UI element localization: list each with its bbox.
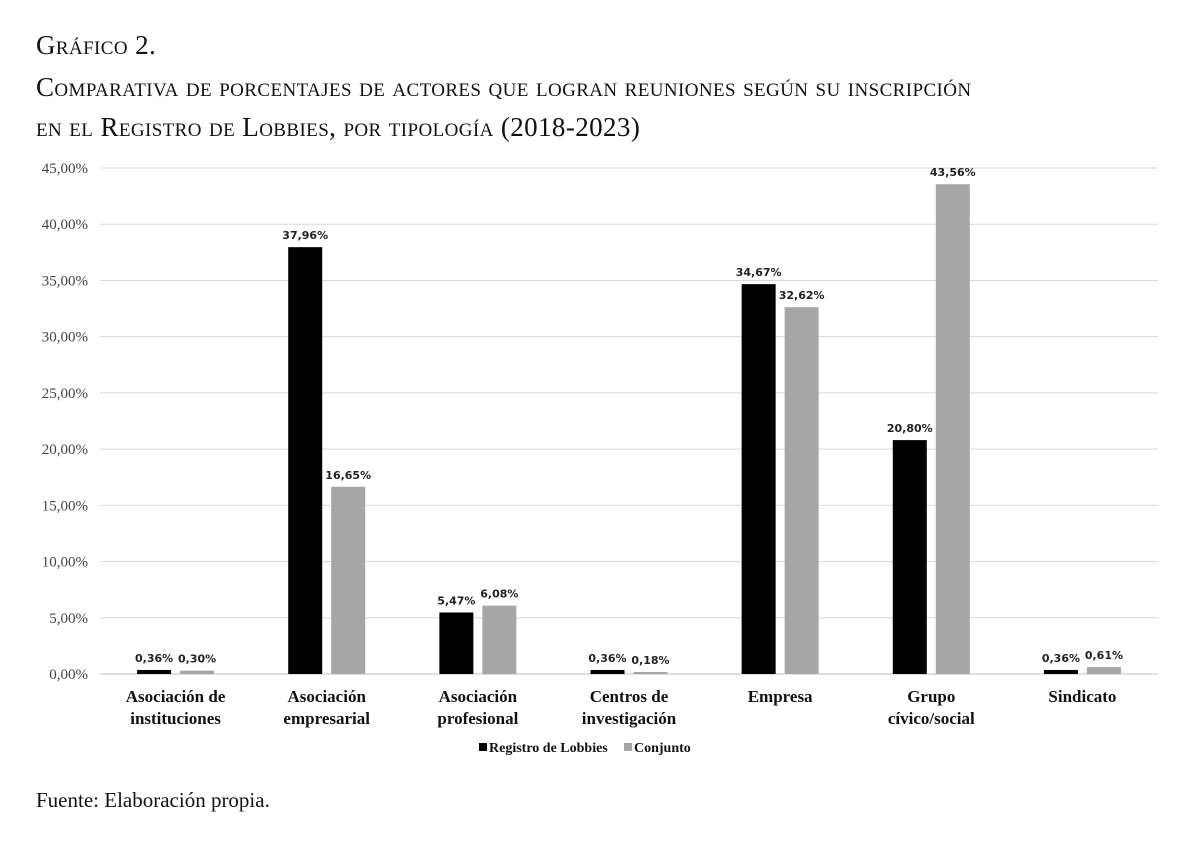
x-tick-label: investigación (582, 709, 677, 728)
data-label: 0,30% (178, 653, 216, 666)
data-label: 0,61% (1085, 649, 1123, 662)
bar-registro (892, 440, 927, 674)
x-tick-label: cívico/social (888, 709, 975, 728)
bar-registro (137, 669, 172, 674)
bar-conjunto (180, 670, 215, 674)
data-label: 20,80% (887, 422, 933, 435)
legend-swatch-registro (479, 743, 487, 751)
data-label: 0,36% (135, 652, 173, 665)
bar-registro (288, 247, 323, 674)
x-tick-label: Asociación (439, 687, 518, 706)
y-tick-label: 25,00% (42, 386, 88, 402)
bar-registro (1043, 669, 1078, 674)
legend-label: Registro de Lobbies (489, 741, 608, 756)
x-tick-label: Centros de (590, 687, 669, 706)
data-label: 34,67% (736, 266, 782, 279)
data-label: 5,47% (437, 594, 475, 607)
x-tick-label: profesional (437, 709, 518, 728)
data-label: 0,18% (631, 654, 669, 667)
chart-title-line-1: Comparativa de porcentajes de actores qu… (36, 72, 972, 102)
data-label: 16,65% (325, 469, 371, 482)
bar-conjunto (1086, 667, 1121, 674)
bar-conjunto (935, 184, 970, 674)
bar-registro (590, 669, 625, 674)
legend-label: Conjunto (634, 741, 691, 756)
data-label: 0,36% (1042, 652, 1080, 665)
y-tick-label: 10,00% (42, 555, 88, 571)
y-tick-label: 5,00% (49, 611, 88, 627)
y-tick-label: 0,00% (49, 667, 88, 683)
figure-label: Gráfico 2. (36, 30, 157, 60)
x-tick-label: Asociación (288, 687, 367, 706)
x-tick-label: empresarial (283, 709, 370, 728)
y-tick-label: 30,00% (42, 330, 88, 346)
data-label: 6,08% (480, 588, 518, 601)
data-label: 43,56% (930, 166, 976, 179)
y-tick-label: 40,00% (42, 217, 88, 233)
bar-registro (741, 284, 776, 674)
data-label: 0,36% (588, 652, 626, 665)
y-tick-label: 35,00% (42, 273, 88, 289)
y-tick-label: 45,00% (42, 161, 88, 177)
bar-conjunto (633, 671, 668, 674)
source-note: Fuente: Elaboración propia. (36, 788, 270, 812)
bar-conjunto (482, 605, 517, 674)
data-label: 37,96% (282, 229, 328, 242)
y-tick-label: 15,00% (42, 498, 88, 514)
data-label: 32,62% (779, 289, 825, 302)
x-tick-label: Empresa (748, 687, 813, 706)
bar-conjunto (784, 307, 819, 674)
x-tick-label: Asociación de (126, 687, 226, 706)
y-tick-label: 20,00% (42, 442, 88, 458)
x-tick-label: Sindicato (1048, 687, 1116, 706)
bar-conjunto (331, 486, 366, 674)
legend-swatch-conjunto (624, 743, 632, 751)
bar-registro (439, 612, 474, 674)
x-tick-label: Grupo (907, 687, 955, 706)
chart-title-line-2: en el Registro de Lobbies, por tipología… (36, 112, 641, 142)
x-tick-label: instituciones (130, 709, 221, 728)
